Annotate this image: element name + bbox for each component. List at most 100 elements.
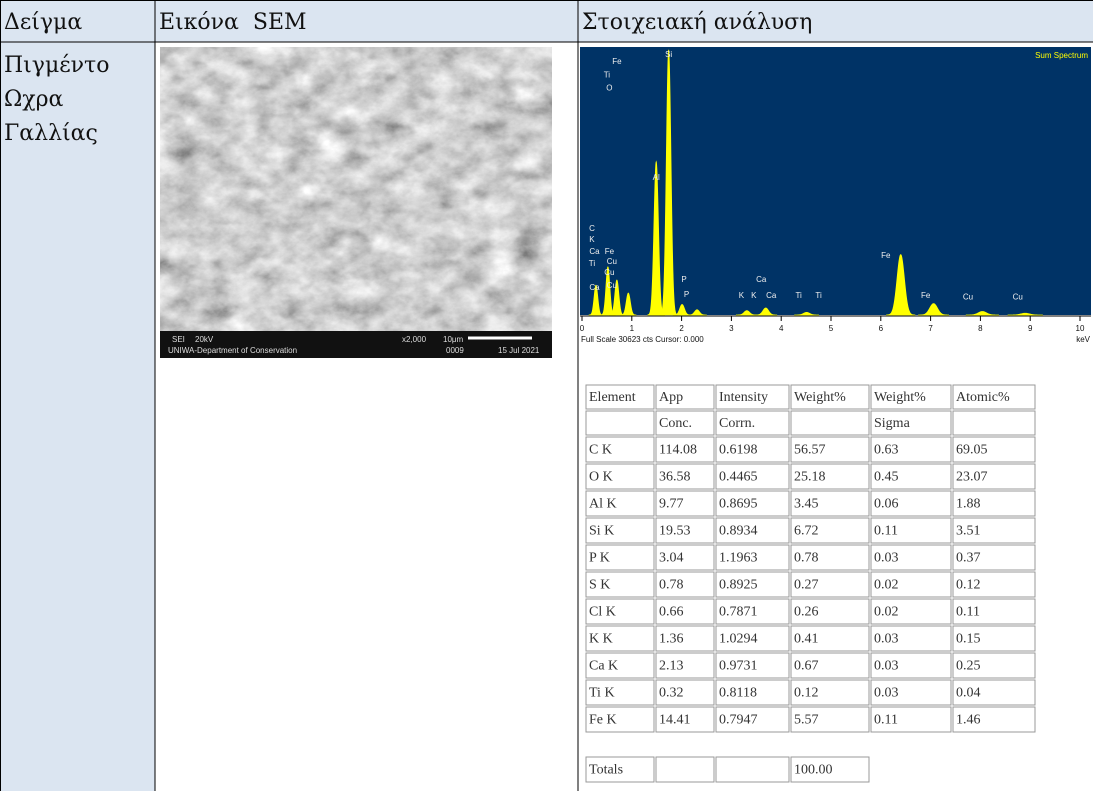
cell-text: 0.03: [874, 659, 899, 674]
cell-text: Weight%: [874, 390, 926, 405]
cell-text: 25.18: [794, 470, 826, 485]
cell-text: 0.02: [874, 605, 899, 620]
peak-label: P: [684, 290, 689, 299]
cell-text: Sigma: [874, 416, 911, 431]
cell-text: 0.06: [874, 497, 899, 512]
cell-text: 19.53: [659, 524, 691, 539]
cell-text: 5.57: [794, 713, 819, 728]
x-tick-label: 3: [729, 324, 734, 333]
peak-label: Cu: [607, 257, 617, 266]
cell-text: 0.9731: [719, 659, 758, 674]
sem-label: UNIWA-Department of Conservation: [168, 346, 297, 355]
cell-text: 14.41: [659, 713, 691, 728]
cell-text: Fe K: [589, 713, 617, 728]
cell-text: 0.03: [874, 632, 899, 647]
table-cell: [716, 757, 789, 782]
x-tick-label: 9: [1028, 324, 1033, 333]
x-tick-label: 8: [978, 324, 983, 333]
cell-text: 1.88: [956, 497, 981, 512]
x-tick-label: 7: [928, 324, 933, 333]
cell-text: Ca K: [589, 659, 618, 674]
cell-text: 3.45: [794, 497, 819, 512]
cell-text: 0.7947: [719, 713, 758, 728]
sem-photo: [160, 47, 552, 331]
x-tick-label: 2: [679, 324, 684, 333]
sem-image: SEI 20kV x2,000 10μm 0009 15 Jul 2021 UN…: [160, 47, 552, 358]
peak-label: Ti: [815, 291, 822, 300]
x-tick-label: 6: [879, 324, 884, 333]
cell-text: 0.04: [956, 686, 981, 701]
cell-text: 1.0294: [719, 632, 758, 647]
cell-text: P K: [589, 551, 610, 566]
peak-label: K: [589, 235, 595, 244]
sem-label: 15 Jul 2021: [498, 346, 540, 355]
cell-text: 1.36: [659, 632, 684, 647]
page: Δείγμα Εικόνα SEM Στοιχειακή ανάλυση Πιγ…: [0, 0, 1093, 791]
peak-label: P: [681, 275, 686, 284]
table-cell: [953, 411, 1035, 435]
cell-text: Weight%: [794, 390, 846, 405]
cell-text: 0.12: [956, 578, 981, 593]
cell-text: O K: [589, 470, 613, 485]
peak-label: Ti: [589, 259, 596, 268]
cell-text: 0.63: [874, 443, 899, 458]
cell-text: 0.32: [659, 686, 684, 701]
cell-text: 0.02: [874, 578, 899, 593]
cell-text: 114.08: [659, 443, 697, 458]
cell-text: 0.37: [956, 551, 981, 566]
peak-label: Fe: [921, 291, 931, 300]
cell-text: 9.77: [659, 497, 684, 512]
cell-text: 0.8695: [719, 497, 758, 512]
peak-label: Cu: [604, 268, 614, 277]
cell-text: 0.8925: [719, 578, 758, 593]
cell-text: 0.11: [874, 524, 898, 539]
peak-label: Al: [653, 173, 660, 182]
peak-label: Cu: [607, 281, 617, 290]
cell-text: 0.03: [874, 551, 899, 566]
peak-label: Ti: [604, 70, 611, 79]
cell-text: 0.6198: [719, 443, 758, 458]
x-tick-label: 4: [779, 324, 784, 333]
x-unit: keV: [1076, 335, 1090, 344]
cell-text: 0.67: [794, 659, 819, 674]
peak-label: O: [606, 83, 612, 92]
spectrum-footer: Full Scale 30623 cts Cursor: 0.000: [581, 335, 704, 344]
cell-text: 0.26: [794, 605, 819, 620]
spectrum: FeTiOSiAlCKCaFeCuTiCuCaCuPPCaKKCaTiTiFeF…: [580, 47, 1091, 344]
cell-text: 0.11: [956, 605, 980, 620]
sample-line: Πιγμέντο: [4, 53, 109, 78]
cell-text: 0.8118: [719, 686, 757, 701]
cell-text: Si K: [589, 524, 614, 539]
cell-text: 0.8934: [719, 524, 758, 539]
cell-text: 100.00: [794, 763, 833, 778]
cell-text: 0.78: [794, 551, 819, 566]
cell-text: 0.25: [956, 659, 981, 674]
sample-line: Γαλλίας: [4, 121, 98, 146]
x-tick-label: 10: [1076, 324, 1085, 333]
peak-label: Fe: [612, 57, 622, 66]
peak-label: Ca: [756, 275, 767, 284]
sem-label: 10μm: [443, 335, 464, 344]
peak-label: Si: [665, 50, 672, 59]
cell-text: 6.72: [794, 524, 819, 539]
cell-text: K K: [589, 632, 613, 647]
sample-column-background: [0, 42, 155, 791]
cell-text: 0.27: [794, 578, 819, 593]
x-tick-label: 1: [630, 324, 635, 333]
cell-text: Ti K: [589, 686, 615, 701]
cell-text: 23.07: [956, 470, 988, 485]
header-cell: Στοιχειακή ανάλυση: [582, 10, 812, 35]
cell-text: 3.51: [956, 524, 981, 539]
cell-text: Cl K: [589, 605, 616, 620]
cell-text: C K: [589, 443, 612, 458]
cell-text: Element: [589, 390, 636, 405]
spectrum-title: Sum Spectrum: [1035, 51, 1088, 60]
peak-label: Fe: [881, 251, 891, 260]
cell-text: 1.1963: [719, 551, 758, 566]
cell-text: App: [659, 390, 683, 405]
sem-label: 20kV: [195, 335, 214, 344]
sem-label: SEI: [172, 335, 185, 344]
table-cell: [791, 411, 869, 435]
peak-label: Ca: [589, 283, 600, 292]
sem-label: 0009: [446, 346, 464, 355]
